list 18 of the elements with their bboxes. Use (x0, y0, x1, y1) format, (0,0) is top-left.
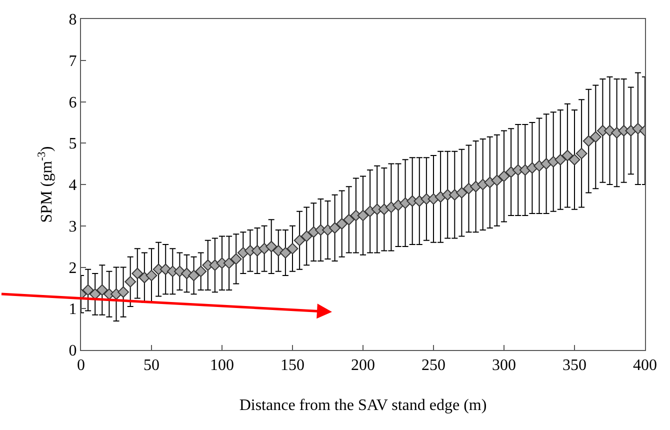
y-tick-label: 1 (68, 301, 77, 318)
x-tick-label: 400 (633, 357, 657, 374)
y-tick-label: 8 (68, 12, 77, 29)
y-tick-label: 0 (68, 342, 77, 360)
x-tick-label: 200 (351, 357, 375, 374)
y-tick-label: 7 (68, 52, 77, 70)
y-tick-label: 5 (68, 136, 77, 153)
y-tick-label: 6 (68, 94, 77, 112)
x-axis-title: Distance from the SAV stand edge (m) (239, 396, 487, 414)
x-tick-label: 100 (210, 357, 234, 374)
x-tick-label: 150 (280, 357, 304, 374)
x-tick-label: 250 (422, 357, 446, 374)
y-tick-label: 3 (68, 218, 77, 236)
x-tick-label: 300 (492, 357, 516, 374)
x-tick-label: 50 (144, 357, 160, 374)
y-tick-label: 2 (68, 260, 77, 277)
x-tick-label: 350 (562, 357, 586, 374)
y-tick-label: 4 (68, 177, 77, 194)
